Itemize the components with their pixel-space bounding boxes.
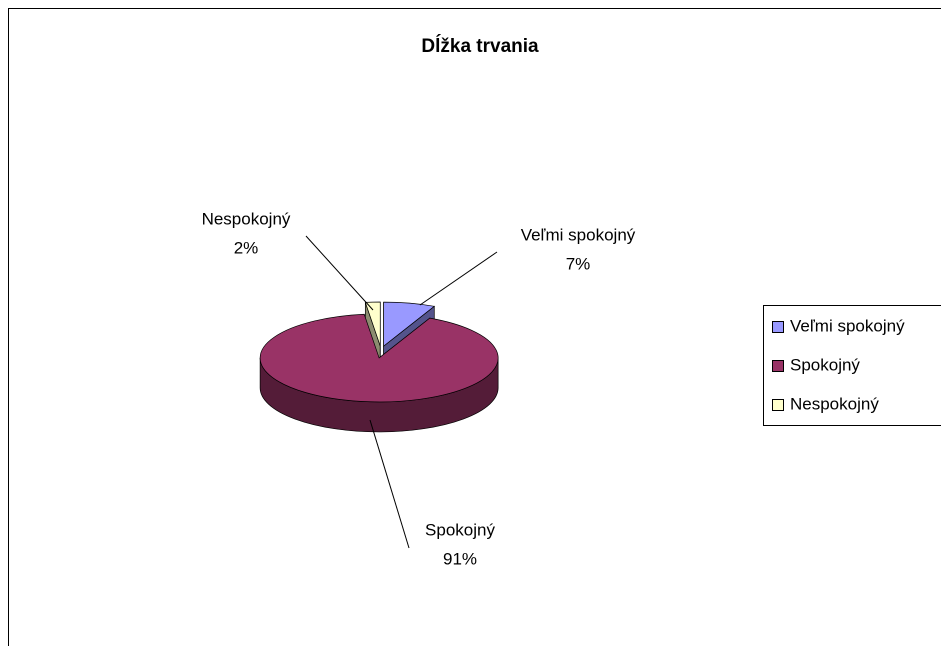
legend-label: Nespokojný — [790, 394, 879, 413]
leader-line — [305, 235, 374, 311]
data-label-name: Nespokojný — [202, 209, 291, 228]
pie-slice — [364, 301, 381, 347]
chart-title: Dĺžka trvania — [421, 35, 539, 57]
data-label-value: 91% — [443, 549, 477, 568]
leader-line — [369, 419, 410, 549]
data-labels: Veľmi spokojný 7% Spokojný 91% Nespokojný 2% — [202, 209, 636, 568]
legend-swatch — [772, 399, 784, 411]
legend-label: Spokojný — [790, 355, 860, 374]
data-label-value: 7% — [566, 254, 591, 273]
legend-swatch — [772, 360, 784, 372]
data-label-name: Spokojný — [425, 520, 495, 539]
legend-label: Veľmi spokojný — [790, 316, 905, 335]
data-label-value: 2% — [234, 238, 259, 257]
pie-slice — [383, 301, 436, 347]
leader-line — [419, 251, 498, 306]
pie-slice — [259, 313, 499, 403]
legend: Veľmi spokojný Spokojný Nespokojný — [772, 316, 905, 413]
pie-tops — [259, 301, 499, 403]
data-label-name: Veľmi spokojný — [521, 225, 636, 244]
legend-swatch — [772, 321, 784, 333]
legend-box — [763, 305, 941, 426]
